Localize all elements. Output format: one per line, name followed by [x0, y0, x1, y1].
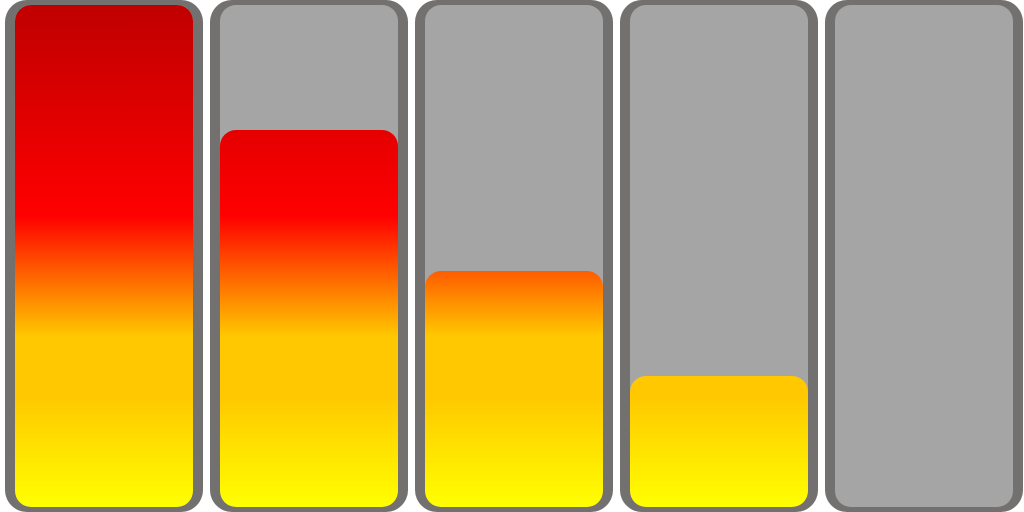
meter-fill-4	[630, 376, 808, 507]
meter-track-3	[425, 5, 603, 507]
meter-fill-3	[425, 271, 603, 507]
meter-track-4	[630, 5, 808, 507]
meter-bar-5	[825, 0, 1023, 512]
meter-bar-2	[210, 0, 408, 512]
meter-bar-3	[415, 0, 613, 512]
meter-bar-1	[5, 0, 203, 512]
meter-fill-2	[220, 130, 398, 507]
meter-track-1	[15, 5, 193, 507]
meter-fill-1	[15, 5, 193, 507]
meter-track-5	[835, 5, 1013, 507]
meter-track-2	[220, 5, 398, 507]
meter-bar-4	[620, 0, 818, 512]
